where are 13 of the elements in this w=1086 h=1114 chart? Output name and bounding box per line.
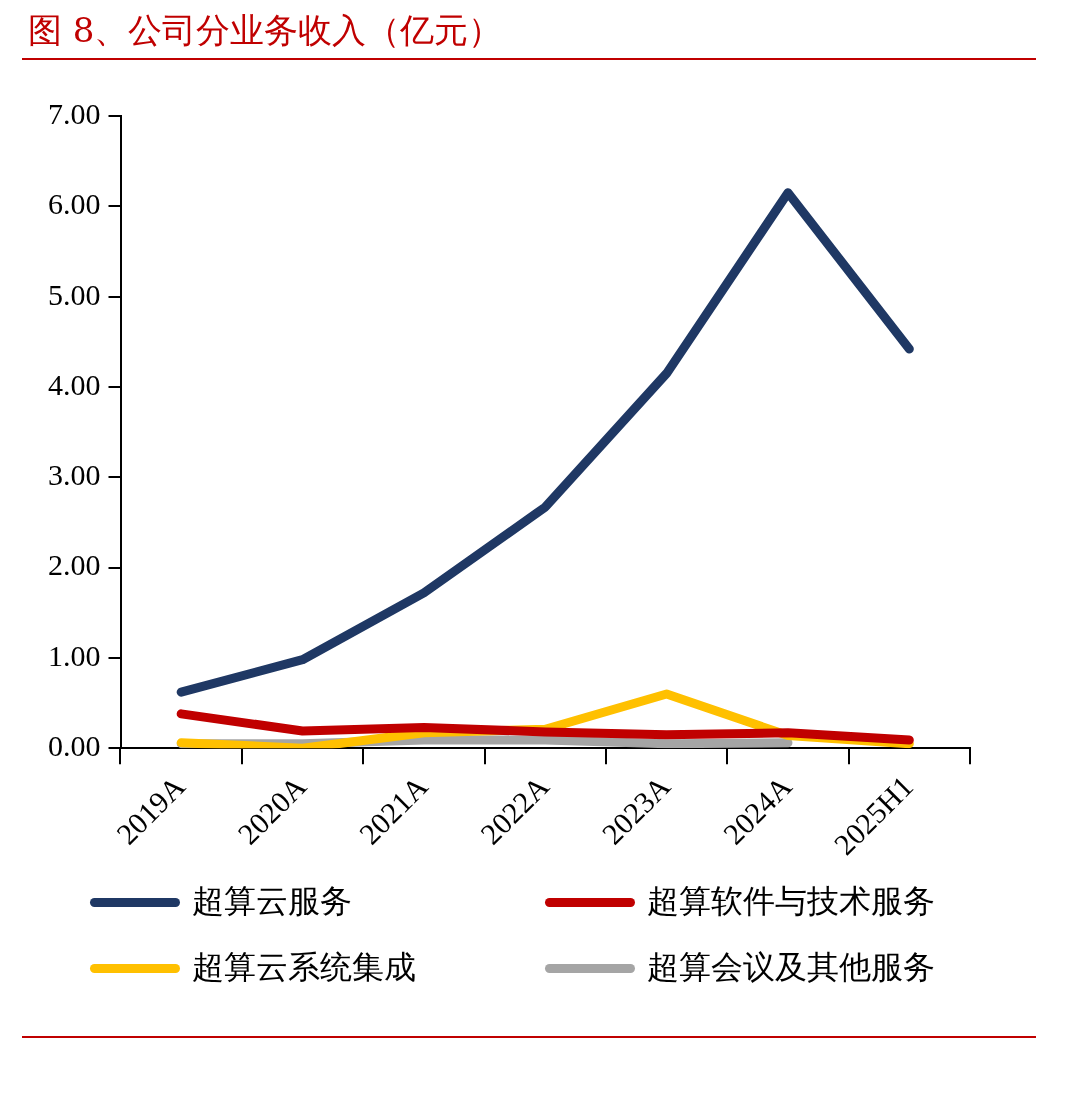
y-tick-label: 7.00 [48,96,101,130]
y-tick-label: 2.00 [48,548,101,582]
legend-label: 超算会议及其他服务 [647,947,935,988]
y-tick-label: 3.00 [48,458,101,492]
y-tick-label: 6.00 [48,187,101,221]
legend-label: 超算云服务 [192,881,352,922]
y-tick-label: 1.00 [48,638,101,672]
y-tick-label: 0.00 [48,729,101,763]
y-tick-label: 4.00 [48,367,101,401]
legend-label: 超算云系统集成 [192,947,416,988]
legend-label: 超算软件与技术服务 [647,881,935,922]
y-tick-label: 5.00 [48,277,101,311]
chart-title: 图 8、公司分业务收入（亿元） [28,9,503,52]
